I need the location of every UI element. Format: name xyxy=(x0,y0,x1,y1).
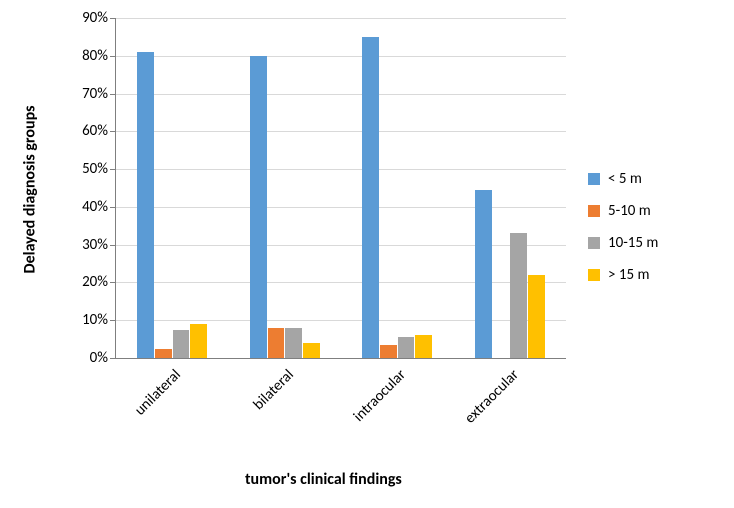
bar xyxy=(415,335,432,358)
legend-swatch xyxy=(588,205,600,217)
legend-swatch xyxy=(588,269,600,281)
y-tick-label: 0% xyxy=(64,349,108,367)
legend-label: 10-15 m xyxy=(608,234,658,252)
x-axis-title: tumor's clinical findings xyxy=(245,470,402,489)
legend-item: 10-15 m xyxy=(588,234,658,252)
y-tick-label: 20% xyxy=(64,273,108,291)
y-tick-label: 70% xyxy=(64,85,108,103)
x-tick-label: unilateral xyxy=(102,366,185,449)
legend-label: 5-10 m xyxy=(608,202,651,220)
legend-item: < 5 m xyxy=(588,170,658,188)
y-tick-label: 10% xyxy=(64,311,108,329)
bar xyxy=(285,328,302,358)
y-axis-title: Delayed diagnosis groups xyxy=(21,90,40,290)
x-tick-label: bilateral xyxy=(214,366,297,449)
bar xyxy=(528,275,545,358)
y-tick-label: 60% xyxy=(64,122,108,140)
y-tick-mark xyxy=(110,358,116,359)
bar xyxy=(137,52,154,358)
bar xyxy=(155,349,172,358)
bar xyxy=(362,37,379,358)
bar xyxy=(510,233,527,358)
bar xyxy=(173,330,190,358)
plot-area: 0%10%20%30%40%50%60%70%80%90% unilateral… xyxy=(115,18,566,359)
bar xyxy=(190,324,207,358)
x-tick-label: intraocular xyxy=(327,366,410,449)
chart-container: Delayed diagnosis groups 0%10%20%30%40%5… xyxy=(0,0,734,508)
bar xyxy=(380,345,397,358)
legend-item: > 15 m xyxy=(588,266,658,284)
legend-swatch xyxy=(588,173,600,185)
y-tick-label: 50% xyxy=(64,160,108,178)
bar xyxy=(303,343,320,358)
bar xyxy=(250,56,267,358)
bars-layer xyxy=(116,18,566,358)
y-tick-label: 80% xyxy=(64,47,108,65)
y-tick-label: 90% xyxy=(64,9,108,27)
legend: < 5 m 5-10 m 10-15 m > 15 m xyxy=(588,170,658,298)
y-tick-label: 30% xyxy=(64,236,108,254)
bar xyxy=(398,337,415,358)
bar xyxy=(268,328,285,358)
legend-item: 5-10 m xyxy=(588,202,658,220)
legend-swatch xyxy=(588,237,600,249)
x-tick-label: extraocular xyxy=(439,366,522,449)
legend-label: < 5 m xyxy=(608,170,642,188)
legend-label: > 15 m xyxy=(608,266,649,284)
y-tick-label: 40% xyxy=(64,198,108,216)
bar xyxy=(475,190,492,358)
